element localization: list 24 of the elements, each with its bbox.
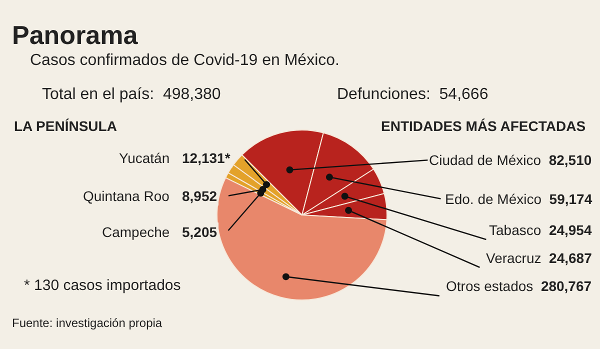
slice-label: Veracruz	[486, 250, 542, 266]
slice-label: Otros estados	[446, 278, 534, 294]
data-label: 24,687	[549, 250, 592, 266]
data-label: 5,205	[182, 224, 218, 240]
data-label: 82,510	[548, 152, 592, 168]
text: * 130 casos importados	[24, 277, 181, 294]
text: ENTIDADES MÁS AFECTADAS	[381, 118, 586, 134]
data-label: 24,954	[548, 222, 592, 238]
data-label: 12,131*	[182, 150, 231, 166]
slice-label: Ciudad de México	[429, 152, 542, 168]
text: Defunciones: 54,666	[337, 86, 488, 103]
slice-label: Edo. de México	[445, 191, 542, 207]
source-note: Fuente: investigación propia	[12, 316, 162, 330]
chart-subtitle: Casos confirmados de Covid-19 en México.	[30, 52, 340, 69]
text: LA PENÍNSULA	[14, 118, 117, 134]
text: Total en el país: 498,380	[42, 86, 221, 103]
data-label: 280,767	[540, 278, 592, 294]
chart-title: Panorama	[12, 20, 138, 50]
slice-label: Yucatán	[119, 150, 170, 166]
slice-label: Campeche	[102, 224, 170, 240]
data-label: 59,174	[549, 191, 592, 207]
slice-label: Quintana Roo	[83, 188, 170, 204]
slice-label: Tabasco	[489, 222, 542, 238]
data-label: 8,952	[182, 188, 218, 204]
